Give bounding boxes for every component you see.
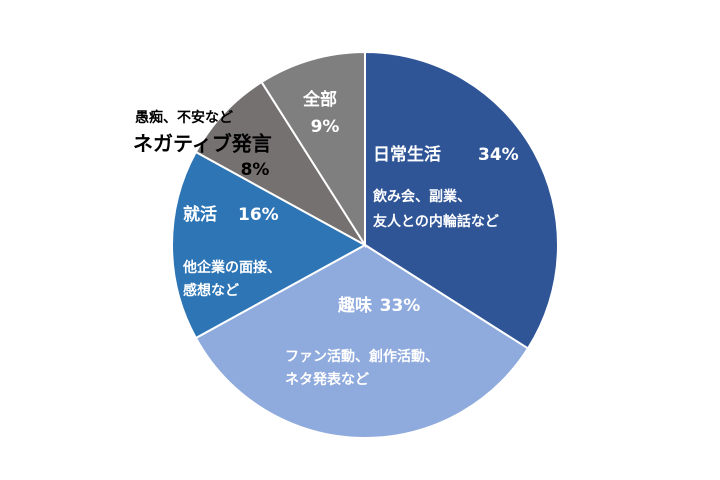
slice-description: 感想など	[183, 282, 239, 299]
slice-label: 全部	[302, 89, 337, 110]
slice-description: 愚痴、不安など	[135, 109, 233, 126]
slice-description: ファン活動、創作活動、	[285, 348, 439, 365]
pie-slice	[260, 50, 366, 249]
pie-slice	[171, 150, 368, 340]
value-label: 16%	[238, 205, 279, 225]
slice-label: 日常生活	[373, 144, 441, 165]
slice-description: 他企業の面接、	[182, 259, 281, 276]
slice-label: 就活	[183, 204, 217, 225]
slice-description: 飲み会、副業、	[372, 188, 471, 205]
value-label: 9%	[311, 117, 340, 137]
slice-label: ネガティブ発言	[133, 132, 272, 156]
value-label: 8%	[241, 160, 270, 180]
pie-slice	[194, 80, 366, 246]
value-label: 34%	[478, 145, 519, 165]
value-label: 33%	[380, 296, 421, 316]
slice-description: 友人との内輪話など	[373, 213, 499, 230]
pie-slice	[364, 50, 559, 350]
slice-label: 趣味	[337, 295, 372, 316]
slice-description: ネタ発表など	[285, 371, 369, 388]
